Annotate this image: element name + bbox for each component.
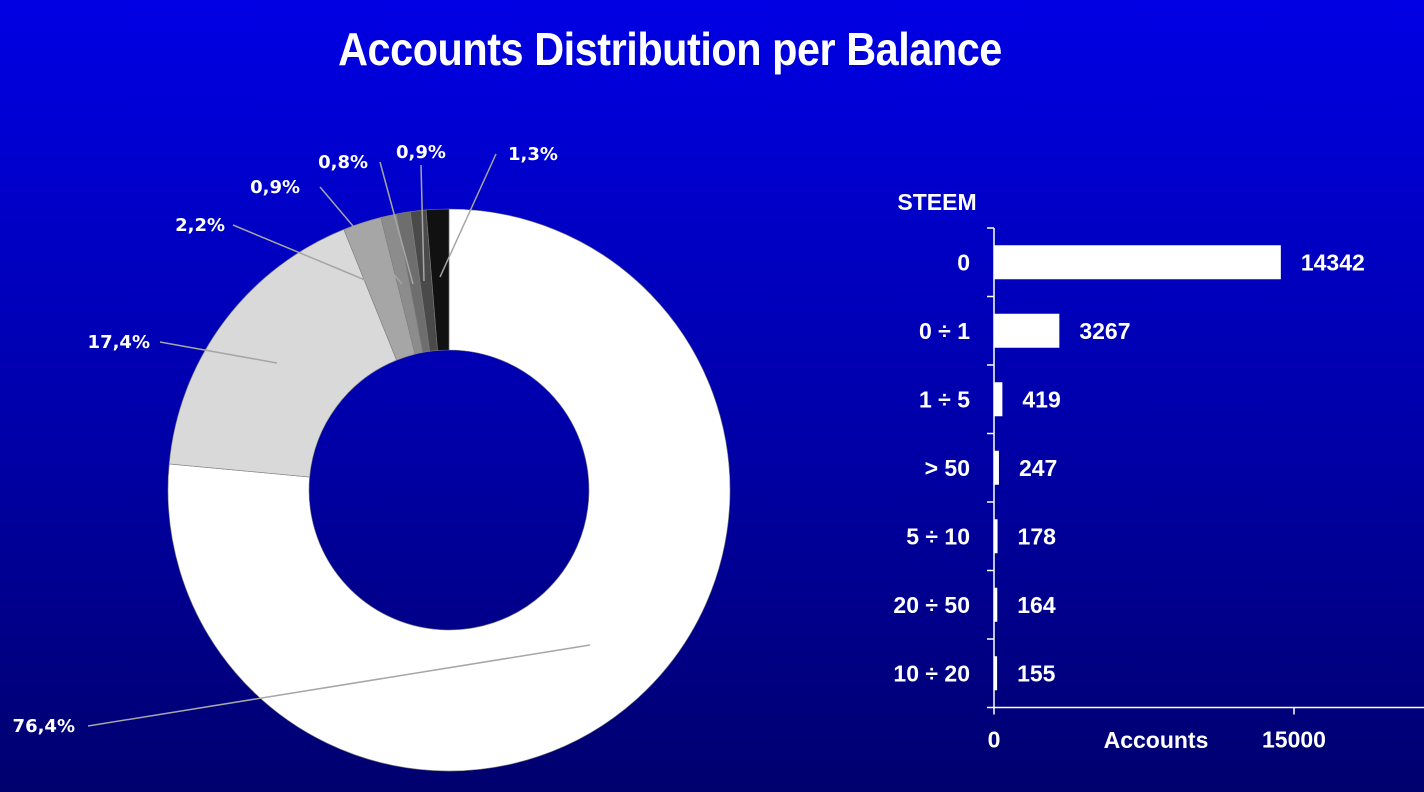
donut-slice xyxy=(167,208,731,772)
slice-label: 0,9% xyxy=(396,142,446,163)
category-label: 0 ÷ 1 xyxy=(919,318,970,344)
data-label: 164 xyxy=(1017,592,1056,618)
data-label: 14342 xyxy=(1301,249,1365,275)
leader-line xyxy=(379,161,414,285)
bar xyxy=(994,245,1281,280)
bar xyxy=(994,450,999,485)
leader-line xyxy=(439,153,497,278)
leader-line xyxy=(232,224,366,281)
slice-label: 0,8% xyxy=(318,152,368,173)
value-axis-title: Accounts xyxy=(1104,727,1209,753)
leader-line xyxy=(319,186,403,285)
leader-line xyxy=(420,164,425,282)
category-label: 5 ÷ 10 xyxy=(906,523,970,549)
category-label: 10 ÷ 20 xyxy=(893,660,970,686)
category-label: > 50 xyxy=(925,455,970,481)
donut-chart: 76,4% 17,4% 2,2% 0,9% 0,8% 0,9% 1,3% xyxy=(13,142,731,772)
category-label: 1 ÷ 5 xyxy=(919,386,970,412)
category-label: 0 xyxy=(957,249,970,275)
data-label: 155 xyxy=(1017,660,1056,686)
donut-slice xyxy=(168,229,397,478)
slice-label: 76,4% xyxy=(13,716,75,737)
bar-chart: STEEM Accounts 0 15000 0 14342 0 ÷ 1 3267 1 ÷ … xyxy=(893,189,1424,753)
bar xyxy=(994,313,1060,348)
value-tick-label: 15000 xyxy=(1262,727,1326,753)
value-tick-label: 0 xyxy=(988,727,1001,753)
slice-label: 17,4% xyxy=(88,332,150,353)
data-label: 419 xyxy=(1022,386,1060,412)
category-label: 20 ÷ 50 xyxy=(893,592,970,618)
leader-line xyxy=(87,644,591,727)
bar xyxy=(994,519,998,554)
bar xyxy=(994,656,998,691)
donut-slice xyxy=(425,208,450,351)
slice-label: 2,2% xyxy=(175,215,225,236)
chart-title: Accounts Distribution per Balance xyxy=(338,23,1002,75)
slice-label: 1,3% xyxy=(508,144,558,165)
slice-label: 0,9% xyxy=(250,177,300,198)
data-label: 178 xyxy=(1018,523,1057,549)
data-label: 3267 xyxy=(1079,318,1130,344)
data-label: 247 xyxy=(1019,455,1057,481)
bar xyxy=(994,382,1003,417)
category-axis-title: STEEM xyxy=(897,189,976,215)
leader-line xyxy=(159,341,278,364)
bar xyxy=(994,587,998,622)
